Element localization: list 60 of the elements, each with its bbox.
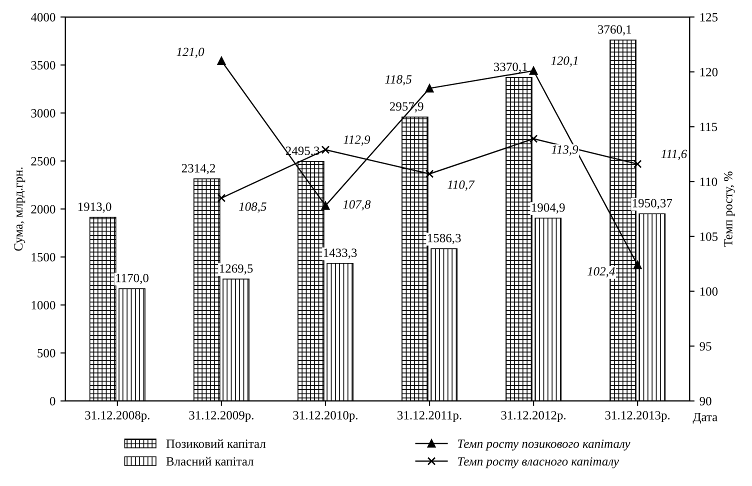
y2-tick-label: 90 [700, 396, 712, 406]
data-label: 1913,0 [78, 202, 112, 213]
data-label: 107,8 [343, 200, 371, 210]
point [633, 160, 642, 168]
x-tick-label: 31.12.2011р. [398, 411, 462, 422]
x-tick-label: 31.12.2008р. [85, 411, 150, 422]
y2-tick-label: 100 [700, 287, 718, 296]
data-label: 1904,9 [532, 203, 565, 214]
data-label: 1269,5 [220, 264, 253, 275]
data-label: 1170,0 [116, 274, 148, 284]
point [633, 260, 642, 270]
data-label: 111,6 [661, 150, 688, 160]
legend-label: Позиковий капітал [166, 439, 266, 448]
y-tick-label: 2000 [31, 205, 56, 214]
y-axis-title: Сума, млрд.грн. [14, 167, 26, 251]
y-tick-label: 1000 [32, 300, 56, 310]
data-label: 118,5 [385, 75, 412, 86]
point [321, 202, 330, 210]
point [217, 56, 226, 66]
y2-tick-label: 120 [700, 68, 718, 76]
point [321, 146, 330, 154]
data-label: 113,9 [552, 145, 578, 156]
x-tick-label: 31.12.2012р. [501, 411, 566, 422]
data-label: 1586,3 [428, 234, 461, 244]
x-tick-label: 31.12.2009р. [189, 411, 254, 422]
x-tick-label: 31.12.2013р. [605, 411, 670, 422]
point [425, 84, 434, 92]
data-label: 1950,37 [632, 198, 672, 210]
data-label: 121,0 [176, 48, 204, 58]
y2-tick-label: 125 [700, 13, 718, 22]
y-tick-label: 3500 [31, 61, 56, 70]
data-label: 3370,1 [494, 62, 528, 73]
y-tick-label: 500 [38, 348, 56, 358]
y2-axis-title: Темп росту, % [724, 172, 735, 247]
y-tick-label: 2500 [31, 157, 56, 166]
y-tick-label: 3000 [31, 109, 56, 118]
data-label: 102,4 [588, 267, 615, 278]
y-tick-label: 1500 [32, 252, 56, 262]
y2-tick-label: 115 [700, 122, 718, 132]
point [425, 170, 434, 178]
point [217, 194, 226, 202]
y2-tick-label: 105 [700, 232, 718, 241]
data-label: 2314,2 [182, 164, 216, 174]
y2-tick-label: 95 [700, 342, 712, 351]
data-label: 110,7 [448, 180, 475, 191]
legend-label: Власний капітал [166, 456, 254, 466]
data-label: 3760,1 [598, 25, 632, 36]
point [529, 134, 538, 143]
legend-label: Темп росту позикового капіталу [458, 440, 630, 451]
point [529, 66, 538, 75]
data-label: 108,5 [239, 202, 266, 213]
data-label: 120,1 [551, 56, 578, 67]
x-axis-title: Дата [692, 412, 718, 424]
legend-label: Темп росту власного капіталу [458, 457, 619, 468]
x-tick-label: 31.12.2010р. [293, 411, 358, 422]
y-tick-label: 0 [50, 396, 56, 406]
data-label: 112,9 [344, 136, 370, 146]
data-label: 1433,3 [324, 248, 357, 259]
y2-tick-label: 110 [700, 178, 718, 186]
y-tick-label: 4000 [30, 13, 56, 22]
